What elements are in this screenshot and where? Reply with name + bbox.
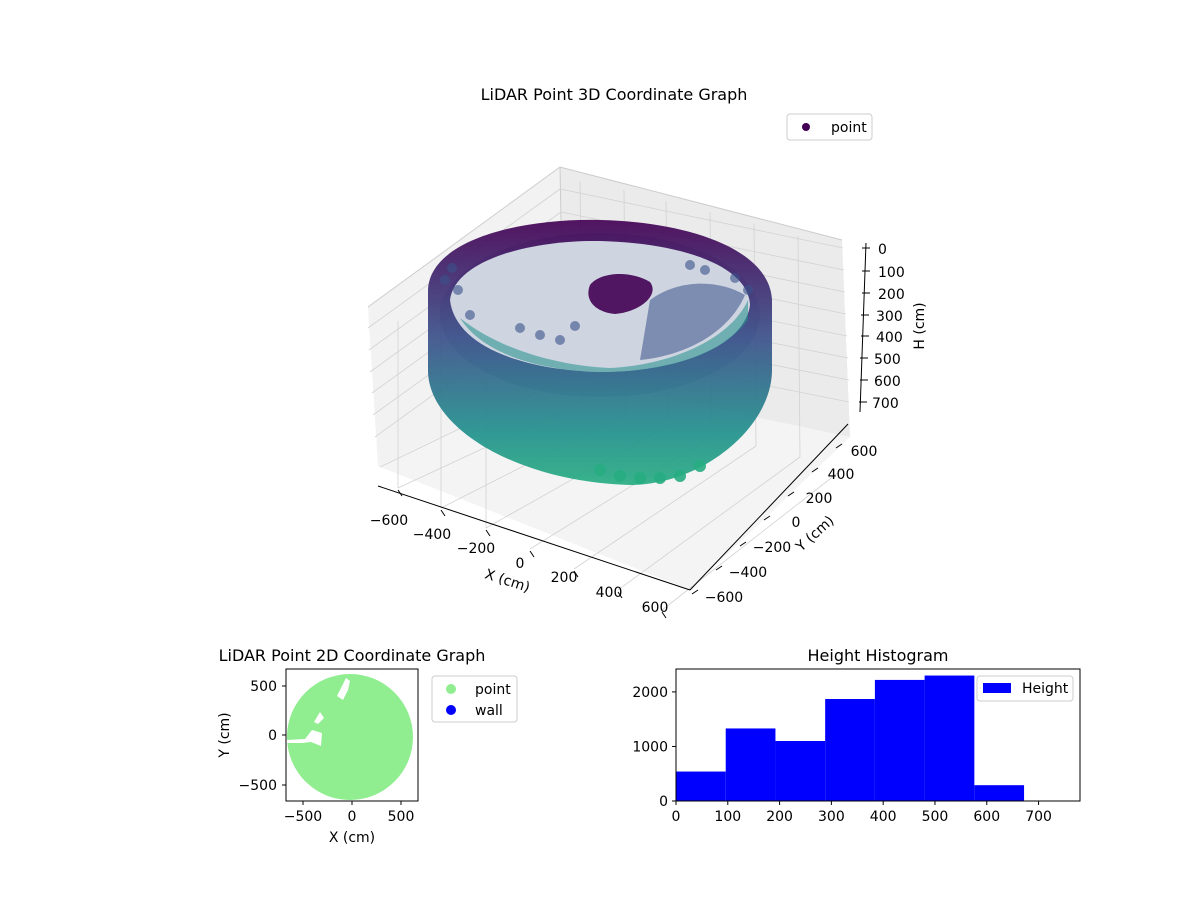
y-tick-label: −600 bbox=[705, 590, 743, 606]
y-tick-label: 0 bbox=[659, 794, 668, 810]
legend-2d: point wall bbox=[431, 675, 518, 723]
histogram-bar-1 bbox=[725, 728, 776, 801]
y-tick-label: −500 bbox=[239, 778, 277, 794]
x-axis-line bbox=[377, 485, 691, 591]
x-tick-label: −500 bbox=[284, 809, 322, 825]
histogram-bar-6 bbox=[974, 785, 1025, 801]
legend-hist: Height bbox=[976, 675, 1074, 702]
y-tick-label: 1000 bbox=[632, 739, 668, 755]
x-tick-label: −600 bbox=[370, 513, 408, 529]
x-tick-label: 600 bbox=[642, 600, 669, 616]
legend-3d-box bbox=[786, 113, 873, 141]
y-axis-ticks: −600 −400 −200 0 200 400 600 bbox=[691, 443, 878, 606]
histogram: Height Histogram 0 100 200 300 400 500 600 700 … bbox=[632, 646, 1081, 825]
x-tick-label: 200 bbox=[551, 570, 578, 586]
legend-wall-label: wall bbox=[475, 703, 503, 719]
x-tick-label: 700 bbox=[1025, 809, 1052, 825]
histogram-title: Height Histogram bbox=[808, 646, 949, 665]
z-tick-label: 400 bbox=[876, 330, 903, 346]
x-tick-label: 600 bbox=[973, 809, 1000, 825]
z-tick-label: 200 bbox=[878, 287, 905, 303]
y-axis-line bbox=[689, 423, 849, 591]
y-tick-label: 500 bbox=[250, 679, 277, 695]
y-tick-label: 0 bbox=[268, 728, 277, 744]
histogram-y-ticks: 0 1000 2000 bbox=[632, 685, 676, 810]
histogram-frame bbox=[675, 668, 1081, 802]
z-tick-label: 500 bbox=[874, 352, 901, 368]
legend-3d: point bbox=[786, 113, 873, 141]
y-tick-label: 2000 bbox=[632, 685, 668, 701]
x-tick-label: 400 bbox=[596, 585, 623, 601]
histogram-bar-0 bbox=[676, 771, 726, 801]
histogram-bars bbox=[676, 675, 1025, 801]
histogram-bar-5 bbox=[924, 675, 975, 801]
z-tick-label: 600 bbox=[874, 374, 901, 390]
empty-region bbox=[337, 678, 350, 700]
empty-region bbox=[314, 712, 324, 724]
plot-3d: LiDAR Point 3D Coordinate Graph bbox=[367, 85, 928, 619]
x-tick-label: 0 bbox=[672, 809, 681, 825]
y-tick-label: 400 bbox=[828, 467, 855, 483]
legend-point-marker bbox=[446, 684, 456, 694]
y-tick-label: −200 bbox=[753, 540, 791, 556]
y-tick-label: 600 bbox=[851, 444, 878, 460]
center-cluster-points bbox=[588, 274, 653, 314]
z-axis-line bbox=[859, 242, 867, 413]
plot-3d-title: LiDAR Point 3D Coordinate Graph bbox=[481, 85, 748, 104]
plot-2d-title: LiDAR Point 2D Coordinate Graph bbox=[219, 646, 486, 665]
histogram-bar-4 bbox=[874, 679, 925, 801]
x-tick-label: 500 bbox=[388, 809, 415, 825]
legend-point-marker bbox=[802, 123, 810, 131]
x-tick-label: 400 bbox=[870, 809, 897, 825]
y-tick-label: −400 bbox=[729, 565, 767, 581]
x-tick-label: 200 bbox=[766, 809, 793, 825]
x-tick-label: 0 bbox=[348, 809, 357, 825]
point-cloud bbox=[428, 219, 772, 485]
histogram-x-ticks: 0 100 200 300 400 500 600 700 bbox=[672, 801, 1052, 825]
histogram-bar-2 bbox=[775, 741, 826, 801]
legend-point-label: point bbox=[475, 682, 511, 698]
legend-height-label: Height bbox=[1022, 681, 1069, 697]
right-slope-points bbox=[640, 283, 745, 360]
y-axis-label: Y (cm) bbox=[217, 712, 233, 758]
plot-2d-ticks bbox=[282, 685, 402, 805]
z-axis-ticks: 0 100 200 300 400 500 600 700 bbox=[859, 242, 905, 412]
z-tick-label: 300 bbox=[876, 309, 903, 325]
z-tick-label: 100 bbox=[878, 265, 905, 281]
x-tick-label: 100 bbox=[714, 809, 741, 825]
x-tick-label: −400 bbox=[413, 527, 451, 543]
legend-hist-box bbox=[976, 675, 1074, 702]
x-axis-ticks: −600 −400 −200 0 200 400 600 bbox=[370, 489, 669, 619]
plot-2d: LiDAR Point 2D Coordinate Graph −500 0 5… bbox=[217, 646, 518, 846]
legend-point-label: point bbox=[831, 120, 867, 136]
legend-wall-marker bbox=[446, 705, 456, 715]
z-axis-label: H (cm) bbox=[912, 302, 928, 349]
y-tick-label: 200 bbox=[806, 491, 833, 507]
x-tick-label: −200 bbox=[457, 541, 495, 557]
legend-height-swatch bbox=[983, 683, 1011, 693]
z-tick-label: 700 bbox=[872, 396, 899, 412]
x-axis-label: X (cm) bbox=[329, 830, 375, 846]
empty-region bbox=[287, 730, 322, 746]
histogram-bar-3 bbox=[825, 699, 875, 801]
floor-points-disc bbox=[287, 674, 413, 800]
y-tick-label: 0 bbox=[792, 515, 801, 531]
x-tick-label: 0 bbox=[516, 556, 525, 572]
z-tick-label: 0 bbox=[878, 242, 887, 258]
scattered-points bbox=[440, 260, 753, 345]
x-tick-label: 300 bbox=[818, 809, 845, 825]
x-tick-label: 500 bbox=[922, 809, 949, 825]
